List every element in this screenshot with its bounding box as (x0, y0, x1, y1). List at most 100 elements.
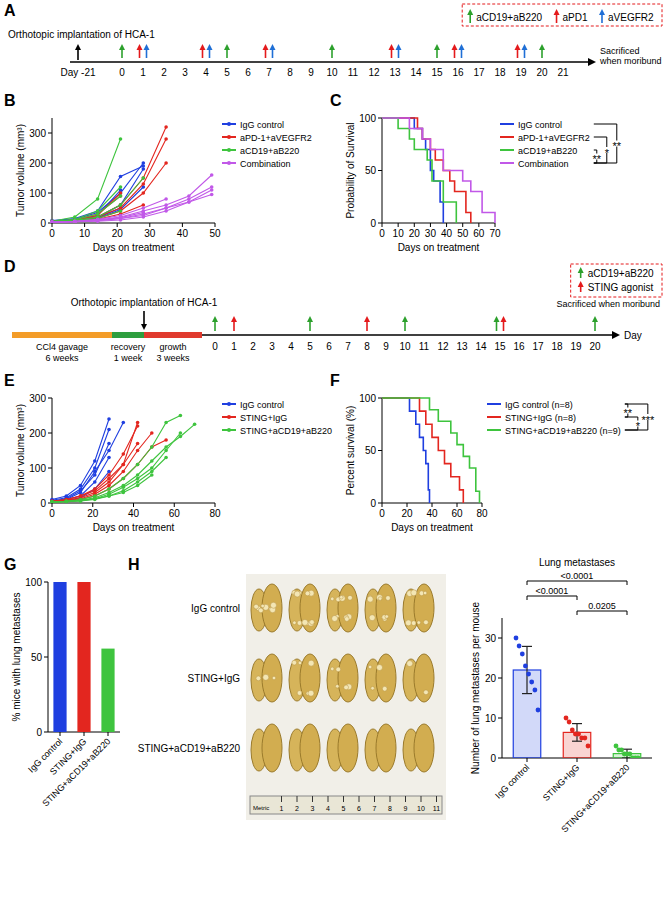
day-label: 1 (140, 67, 146, 78)
category-label: STING+aCD19+aB220 (40, 736, 112, 808)
point (50, 219, 54, 223)
point (107, 494, 111, 498)
point (150, 445, 154, 449)
nodule (272, 676, 276, 680)
point (93, 497, 97, 501)
y-tick (498, 718, 502, 719)
point (187, 200, 191, 204)
lung-lobe (414, 654, 434, 702)
point (536, 708, 541, 713)
nodule (310, 620, 315, 625)
dose-arrow (452, 44, 458, 58)
legend-label: STING agonist (588, 282, 654, 293)
point (142, 176, 146, 180)
legend-swatch (500, 149, 514, 151)
lung (327, 584, 358, 632)
lung (403, 584, 434, 632)
y-tick (44, 582, 48, 583)
point (150, 431, 154, 435)
point (50, 500, 54, 504)
legend-swatch (500, 136, 514, 138)
nodule (336, 667, 341, 672)
mouse-line (52, 426, 138, 501)
x-tick-label: 0 (379, 228, 385, 239)
bar (53, 582, 66, 732)
point (50, 219, 54, 223)
x-tick-label: 0 (49, 508, 55, 519)
day-label: 17 (473, 67, 485, 78)
point (65, 500, 69, 504)
x-tick (117, 223, 118, 227)
nodule (385, 615, 389, 619)
x-tick (84, 732, 85, 736)
lung (365, 724, 396, 772)
nodule (335, 684, 339, 688)
day-label: 4 (203, 67, 209, 78)
point (150, 459, 154, 463)
day-label: 11 (348, 67, 359, 78)
y-axis-title: Percent survival (%) (345, 406, 356, 495)
lung (327, 654, 358, 702)
dose-arrow (364, 316, 370, 331)
point (65, 500, 69, 504)
y-axis-title: Tumor volume (mm³) (15, 404, 26, 497)
legend-label: IgG control (n=8) (505, 400, 573, 410)
ruler-tick (421, 796, 422, 802)
y-tick (498, 638, 502, 639)
error-cap (522, 646, 532, 647)
day-label: 17 (532, 341, 544, 352)
nodule (368, 665, 372, 669)
point (73, 219, 77, 223)
x-axis-title: Days on treatment (93, 242, 175, 253)
point (79, 499, 83, 503)
y-tick (378, 503, 382, 504)
point (50, 220, 54, 223)
day-label: 9 (383, 341, 389, 352)
ruler-label: Metric (253, 805, 269, 811)
legend-label: aVEGFR2 (608, 12, 654, 23)
chart: 0204060800100200300Tumor volume (mm³)Day… (15, 393, 332, 534)
point (79, 498, 83, 502)
dose-arrow (578, 281, 584, 292)
p-value-label: <0.0001 (536, 586, 569, 596)
point (210, 173, 214, 177)
x-tick-label: 40 (441, 228, 453, 239)
dose-arrow (515, 44, 521, 58)
lung-lobe (262, 584, 282, 632)
point (50, 221, 54, 223)
x-tick (382, 503, 383, 507)
point (136, 421, 140, 425)
nodule (367, 596, 373, 602)
x-tick-label: 80 (476, 508, 488, 519)
panel-letter: B (4, 92, 16, 109)
phase-label: recovery (111, 342, 146, 352)
legend-marker (227, 415, 231, 419)
point (50, 220, 54, 223)
x-tick-label: 80 (209, 508, 221, 519)
arrow-head (270, 44, 276, 50)
chart: 010203040506070050100Probability of Surv… (345, 113, 623, 254)
day-label: 12 (437, 341, 449, 352)
ruler (250, 796, 442, 814)
y-tick-label: 100 (29, 188, 46, 199)
legend-marker (227, 428, 231, 432)
x-tick-label: 30 (144, 228, 156, 239)
y-tick (48, 163, 52, 164)
day-label: 21 (557, 67, 569, 78)
dose-arrow (75, 44, 81, 60)
point (107, 449, 111, 453)
point (164, 449, 168, 453)
point (79, 498, 83, 502)
nodule (330, 667, 334, 671)
nodule (344, 685, 349, 690)
nodule (369, 615, 375, 621)
arrow-head (137, 44, 143, 50)
mouse-line (52, 433, 152, 502)
point (73, 219, 77, 223)
x-tick-label: 40 (177, 228, 189, 239)
day-label: 10 (399, 341, 411, 352)
category-label: STING+IgG (541, 762, 581, 802)
ruler-number: 3 (311, 805, 315, 812)
dose-arrow (119, 44, 125, 58)
legend-marker (227, 402, 231, 406)
